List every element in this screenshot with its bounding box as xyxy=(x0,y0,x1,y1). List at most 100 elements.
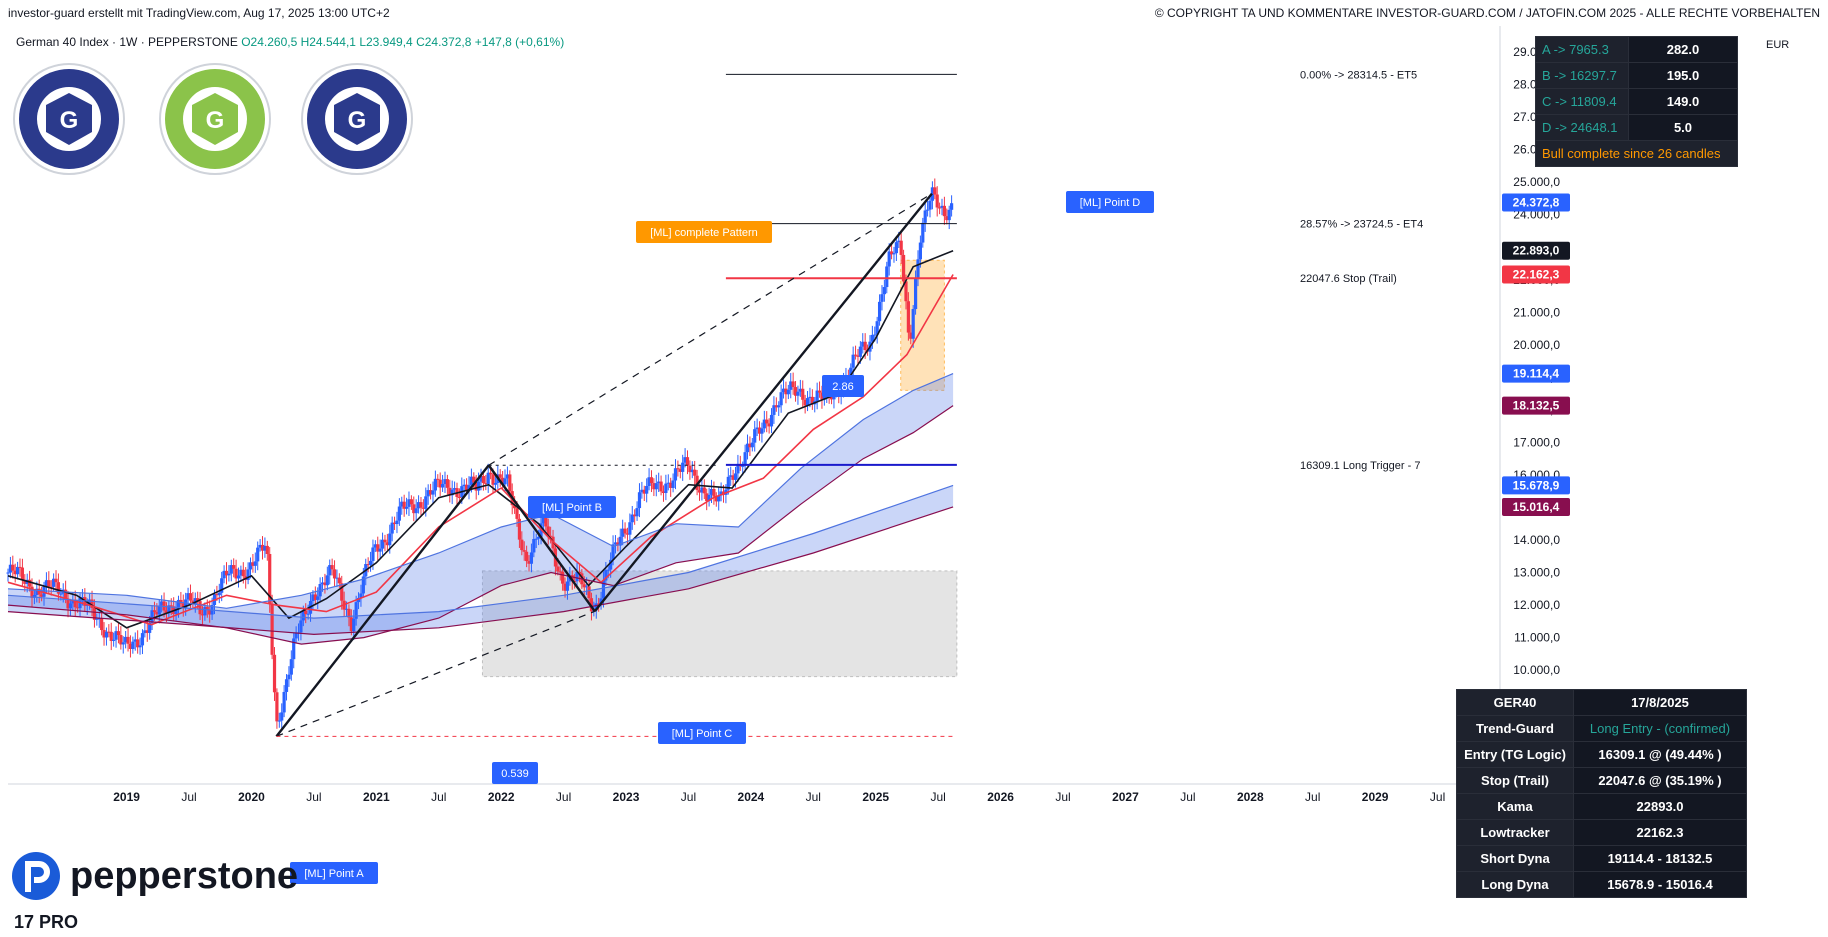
candle-body xyxy=(897,240,901,243)
candle-body xyxy=(272,654,277,693)
candle-body xyxy=(414,508,418,514)
candle-body xyxy=(148,622,152,633)
candle-body xyxy=(558,571,562,573)
candle-body xyxy=(330,565,334,570)
candle-body xyxy=(575,571,579,582)
candle-body xyxy=(140,633,145,646)
candle-body xyxy=(193,598,197,605)
candle-body xyxy=(726,476,730,490)
pattern-label-1: 2.86 xyxy=(822,375,864,397)
candle-body xyxy=(128,643,133,649)
candle-body xyxy=(916,259,920,279)
candle-body xyxy=(301,610,305,621)
candle-body xyxy=(143,630,147,634)
pattern-label-2: 0.539 xyxy=(492,762,538,784)
candle-body xyxy=(464,484,469,491)
candle-body xyxy=(155,611,159,615)
candle-body xyxy=(28,579,32,587)
tradingview-mark: 17 PRO xyxy=(14,912,79,932)
series-long-dyna-lower xyxy=(7,506,954,636)
candle-body xyxy=(577,571,582,574)
candle-body xyxy=(625,533,630,535)
pattern-leg-cd xyxy=(593,192,933,613)
candle-body xyxy=(849,367,853,379)
candle-body xyxy=(582,584,586,588)
candle-body xyxy=(349,617,353,632)
candle-body xyxy=(714,496,718,502)
x-tick-label: 2027 xyxy=(1112,790,1139,804)
candle-body xyxy=(174,608,178,614)
open-value: O24.260,5 xyxy=(241,35,298,49)
candle-body xyxy=(659,481,663,492)
summary-label: Trend-Guard xyxy=(1456,715,1574,742)
candle-body xyxy=(700,487,704,493)
candle-body xyxy=(248,562,253,570)
brand-text: pepperstone xyxy=(70,855,298,897)
candle-body xyxy=(68,603,73,609)
candle-body xyxy=(340,583,344,601)
candle-body xyxy=(383,539,387,543)
candle-body xyxy=(368,560,373,566)
summary-label: Long Dyna xyxy=(1456,871,1574,898)
candle-body xyxy=(745,443,750,453)
candle-body xyxy=(263,545,267,551)
candle-body xyxy=(469,476,473,486)
candle-body xyxy=(133,639,137,642)
candle-body xyxy=(404,506,409,509)
candle-body xyxy=(11,564,15,571)
candle-body xyxy=(92,607,97,620)
summary-row: Entry (TG Logic) 16309.1 @ (49.44% ) xyxy=(1456,741,1747,768)
candle-body xyxy=(892,253,896,255)
candle-body xyxy=(136,639,140,648)
candle-body xyxy=(613,542,618,545)
candle-body xyxy=(52,578,56,587)
point-label-a-text: [ML] Point A xyxy=(304,868,364,880)
candle-body xyxy=(637,492,642,509)
candle-body xyxy=(779,392,783,406)
candle-body xyxy=(277,720,281,722)
candle-body xyxy=(347,608,351,618)
price-tag-2 xyxy=(1502,265,1570,284)
candle-body xyxy=(817,390,822,393)
abcd-label: B -> 16297.7 xyxy=(1535,62,1629,89)
x-tick-label: 2020 xyxy=(238,790,265,804)
candle-body xyxy=(803,399,807,406)
candle-body xyxy=(901,254,906,282)
point-label-b-bg xyxy=(528,496,616,518)
candle-body xyxy=(765,419,769,424)
candle-body xyxy=(477,481,481,491)
abcd-value: 282.0 xyxy=(1628,36,1738,63)
candle-body xyxy=(769,414,774,427)
candle-body xyxy=(585,586,589,588)
candle-body xyxy=(292,638,296,660)
summary-table: GER40 17/8/2025 Trend-Guard Long Entry - (c… xyxy=(1456,689,1747,898)
price-tag-text-1: 22.893,0 xyxy=(1513,244,1560,258)
y-tick-label: 12.000,0 xyxy=(1513,598,1560,612)
candle-body xyxy=(198,601,202,615)
abcd-value: 5.0 xyxy=(1628,114,1738,141)
candle-body xyxy=(222,570,226,579)
candle-body xyxy=(861,341,865,347)
candle-body xyxy=(599,598,603,604)
candle-body xyxy=(217,592,221,596)
candle-body xyxy=(205,606,209,610)
candle-body xyxy=(220,578,224,593)
candle-body xyxy=(661,491,666,494)
candle-body xyxy=(280,712,284,721)
summary-row: Short Dyna 19114.4 - 18132.5 xyxy=(1456,845,1747,872)
candle-body xyxy=(501,477,505,485)
y-tick-label: 10.000,0 xyxy=(1513,663,1560,677)
candle-body xyxy=(145,630,149,633)
candle-body xyxy=(224,570,229,576)
candle-body xyxy=(42,586,46,597)
candle-body xyxy=(789,381,793,390)
candle-body xyxy=(820,392,824,400)
candle-body xyxy=(419,502,423,508)
pattern-label-2-bg xyxy=(492,762,538,784)
candle-body xyxy=(426,490,430,497)
candle-body xyxy=(335,577,339,579)
pattern-radar-badge: G xyxy=(159,63,271,175)
candle-body xyxy=(229,565,233,574)
candle-body xyxy=(503,478,507,485)
